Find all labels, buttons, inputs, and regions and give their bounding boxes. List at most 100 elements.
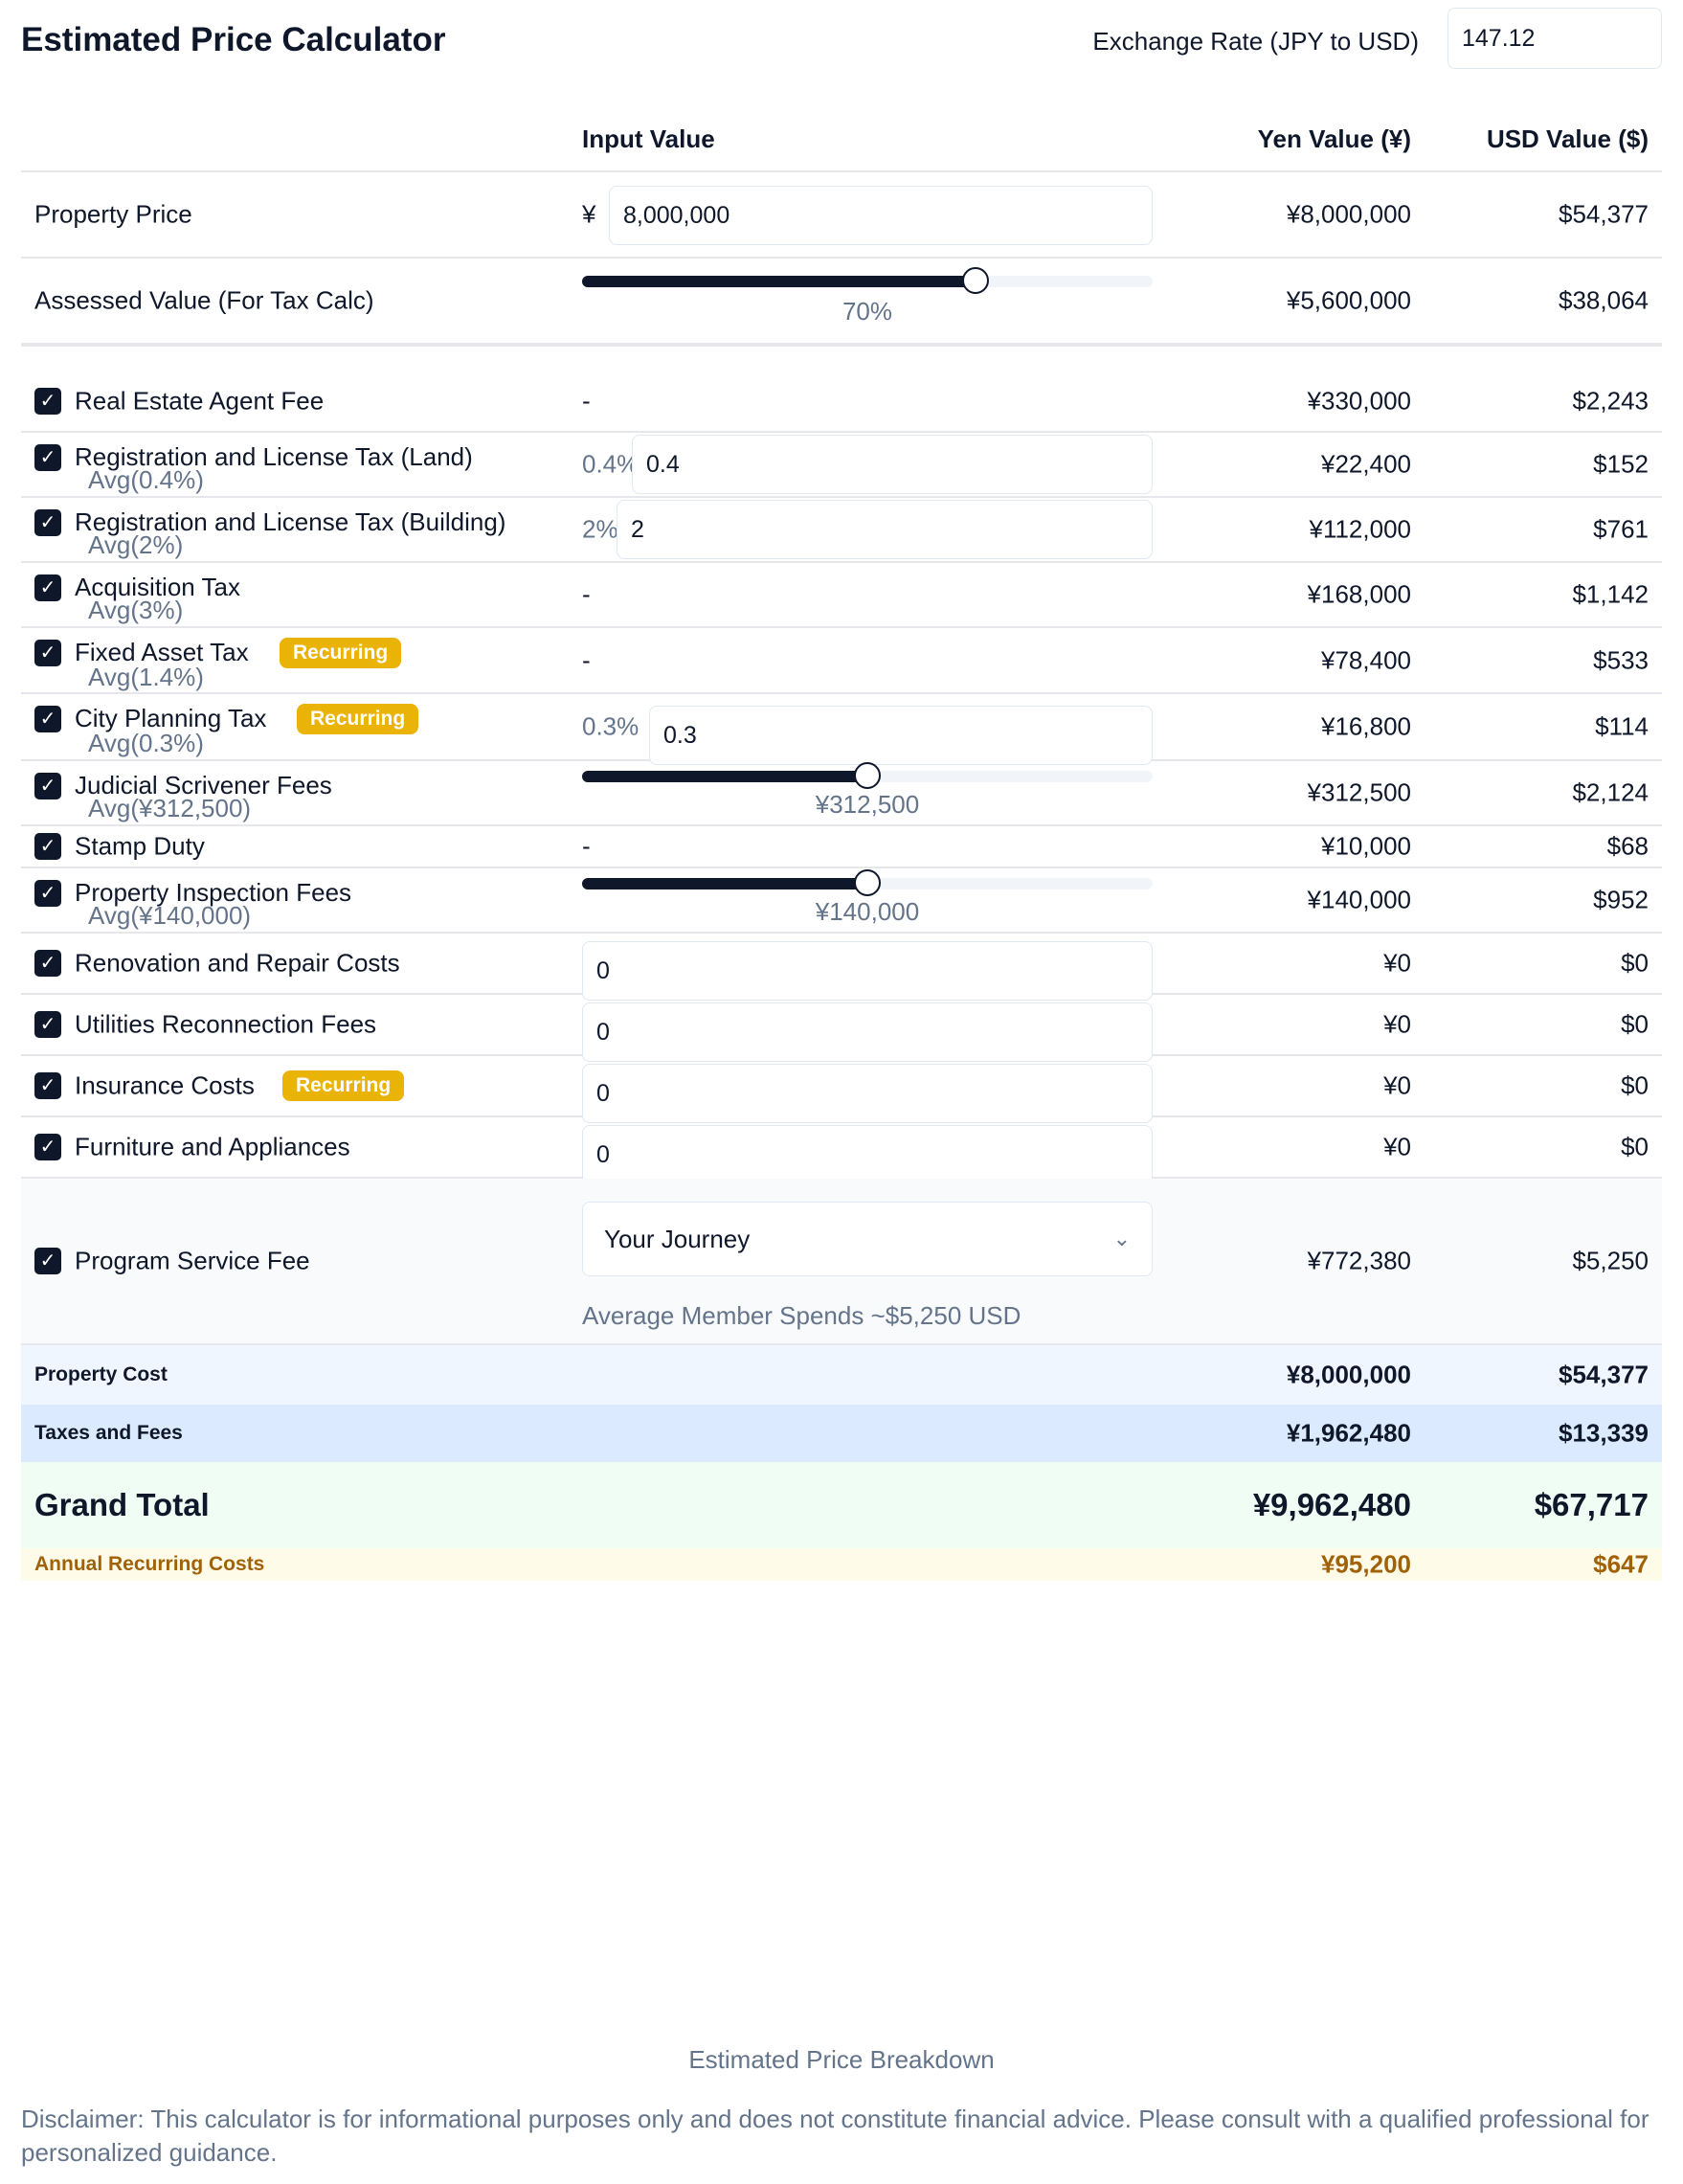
slider-thumb[interactable] <box>854 762 881 789</box>
stamp-yen: ¥10,000 <box>1321 831 1411 861</box>
slider-fill <box>582 771 867 782</box>
furniture-yen: ¥0 <box>1383 1132 1411 1161</box>
check-icon[interactable]: ✓ <box>34 880 61 907</box>
program-fee-yen: ¥772,380 <box>1307 1246 1411 1275</box>
inspection-slider[interactable] <box>582 869 1153 896</box>
inspection-avg: Avg(¥140,000) <box>88 901 252 930</box>
check-icon[interactable]: ✓ <box>34 950 61 977</box>
row-acquisition-tax: ✓ Acquisition Tax Avg(3%) - ¥168,000 $1,… <box>21 563 1662 628</box>
check-icon[interactable]: ✓ <box>34 444 61 471</box>
fixed-asset-label: Fixed Asset Tax <box>75 638 249 666</box>
check-icon[interactable]: ✓ <box>34 706 61 732</box>
scrivener-slider[interactable] <box>582 762 1153 789</box>
grand-total-yen: ¥9,962,480 <box>1252 1487 1411 1522</box>
reg-land-pct: 0.4% <box>582 449 640 479</box>
grand-total-label: Grand Total <box>34 1487 210 1522</box>
row-reg-land: ✓ Registration and License Tax (Land) Av… <box>21 433 1662 498</box>
insurance-usd: $0 <box>1621 1070 1649 1100</box>
reg-land-avg: Avg(0.4%) <box>88 465 204 494</box>
check-icon[interactable]: ✓ <box>34 773 61 799</box>
city-planning-yen: ¥16,800 <box>1321 711 1411 741</box>
renovation-usd: $0 <box>1621 948 1649 978</box>
inspection-usd: $952 <box>1593 885 1649 914</box>
annual-recurring-label: Annual Recurring Costs <box>34 1553 265 1575</box>
city-planning-pct: 0.3% <box>582 711 640 741</box>
column-header-usd: USD Value ($) <box>1486 124 1649 153</box>
property-price-usd: $54,377 <box>1559 199 1649 229</box>
fixed-asset-yen: ¥78,400 <box>1321 645 1411 674</box>
assessed-value-label: Assessed Value (For Tax Calc) <box>34 285 374 315</box>
scrivener-label: Judicial Scrivener Fees <box>75 771 332 799</box>
insurance-input[interactable] <box>582 1064 1153 1123</box>
acquisition-label: Acquisition Tax <box>75 573 240 601</box>
check-icon[interactable]: ✓ <box>34 574 61 601</box>
row-assessed-value: Assessed Value (For Tax Calc) 70% ¥5,600… <box>21 259 1662 345</box>
stamp-usd: $68 <box>1606 831 1649 861</box>
table-caption: Estimated Price Breakdown <box>688 2045 995 2074</box>
property-price-input[interactable] <box>609 186 1153 245</box>
annual-recurring-usd: $647 <box>1593 1549 1649 1579</box>
assessed-value-slider[interactable] <box>582 267 1153 294</box>
row-agent-fee: ✓ Real Estate Agent Fee - ¥330,000 $2,24… <box>21 372 1662 433</box>
summary-taxes-fees: Taxes and Fees ¥1,962,480 $13,339 <box>21 1405 1662 1462</box>
exchange-rate-input[interactable] <box>1447 8 1662 69</box>
utilities-yen: ¥0 <box>1383 1009 1411 1039</box>
inspection-yen: ¥140,000 <box>1307 885 1411 914</box>
city-planning-label: City Planning Tax <box>75 704 267 732</box>
check-icon[interactable]: ✓ <box>34 1011 61 1038</box>
utilities-usd: $0 <box>1621 1009 1649 1039</box>
reg-building-avg: Avg(2%) <box>88 530 184 559</box>
utilities-label: Utilities Reconnection Fees <box>75 1009 377 1039</box>
row-program-service-fee: ✓ Program Service Fee Your Journey ⌄ Ave… <box>21 1179 1662 1345</box>
renovation-input[interactable] <box>582 941 1153 1001</box>
scrivener-avg: Avg(¥312,500) <box>88 794 252 822</box>
slider-fill <box>582 878 867 889</box>
program-select[interactable]: Your Journey ⌄ <box>582 1202 1153 1276</box>
row-stamp-duty: ✓ Stamp Duty - ¥10,000 $68 <box>21 826 1662 868</box>
fixed-asset-avg: Avg(1.4%) <box>88 663 204 691</box>
city-planning-input[interactable] <box>649 706 1153 765</box>
utilities-input[interactable] <box>582 1002 1153 1062</box>
check-icon[interactable]: ✓ <box>34 388 61 415</box>
taxes-fees-usd: $13,339 <box>1559 1418 1649 1448</box>
row-fixed-asset-tax: ✓ Fixed Asset Tax Recurring Avg(1.4%) - … <box>21 628 1662 694</box>
check-icon[interactable]: ✓ <box>34 1248 61 1274</box>
program-fee-note: Average Member Spends ~$5,250 USD <box>582 1301 1021 1330</box>
check-icon[interactable]: ✓ <box>34 509 61 536</box>
page-title: Estimated Price Calculator <box>21 21 446 58</box>
program-select-value: Your Journey <box>604 1225 751 1253</box>
summary-grand-total: Grand Total ¥9,962,480 $67,717 <box>21 1462 1662 1548</box>
city-planning-avg: Avg(0.3%) <box>88 729 204 757</box>
row-scrivener-fees: ✓ Judicial Scrivener Fees Avg(¥312,500) … <box>21 761 1662 826</box>
chevron-down-icon: ⌄ <box>1112 1227 1131 1250</box>
yen-symbol: ¥ <box>582 199 596 229</box>
header: Estimated Price Calculator Exchange Rate… <box>21 8 1662 71</box>
reg-land-input[interactable] <box>632 435 1153 494</box>
fixed-asset-input: - <box>582 645 591 674</box>
stamp-label: Stamp Duty <box>75 831 205 861</box>
reg-building-input[interactable] <box>617 500 1153 559</box>
fixed-asset-usd: $533 <box>1593 645 1649 674</box>
program-fee-label: Program Service Fee <box>75 1246 310 1275</box>
taxes-fees-label: Taxes and Fees <box>34 1422 183 1444</box>
city-planning-usd: $114 <box>1595 711 1649 741</box>
program-fee-usd: $5,250 <box>1572 1246 1649 1275</box>
slider-thumb[interactable] <box>854 869 881 896</box>
agent-fee-usd: $2,243 <box>1572 386 1649 416</box>
row-renovation: ✓ Renovation and Repair Costs ¥0 $0 <box>21 934 1662 1001</box>
summary-annual-recurring: Annual Recurring Costs ¥95,200 $647 <box>21 1548 1662 1581</box>
row-furniture: ✓ Furniture and Appliances ¥0 $0 <box>21 1117 1662 1184</box>
furniture-input[interactable] <box>582 1125 1153 1184</box>
check-icon[interactable]: ✓ <box>34 640 61 666</box>
check-icon[interactable]: ✓ <box>34 833 61 860</box>
assessed-value-yen: ¥5,600,000 <box>1286 285 1411 315</box>
check-icon[interactable]: ✓ <box>34 1072 61 1099</box>
agent-fee-label: Real Estate Agent Fee <box>75 386 325 416</box>
furniture-usd: $0 <box>1621 1132 1649 1161</box>
row-utilities: ✓ Utilities Reconnection Fees ¥0 $0 <box>21 995 1662 1062</box>
row-city-planning-tax: ✓ City Planning Tax Recurring Avg(0.3%) … <box>21 694 1662 765</box>
check-icon[interactable]: ✓ <box>34 1134 61 1160</box>
taxes-fees-yen: ¥1,962,480 <box>1286 1418 1411 1448</box>
slider-thumb[interactable] <box>962 267 990 294</box>
